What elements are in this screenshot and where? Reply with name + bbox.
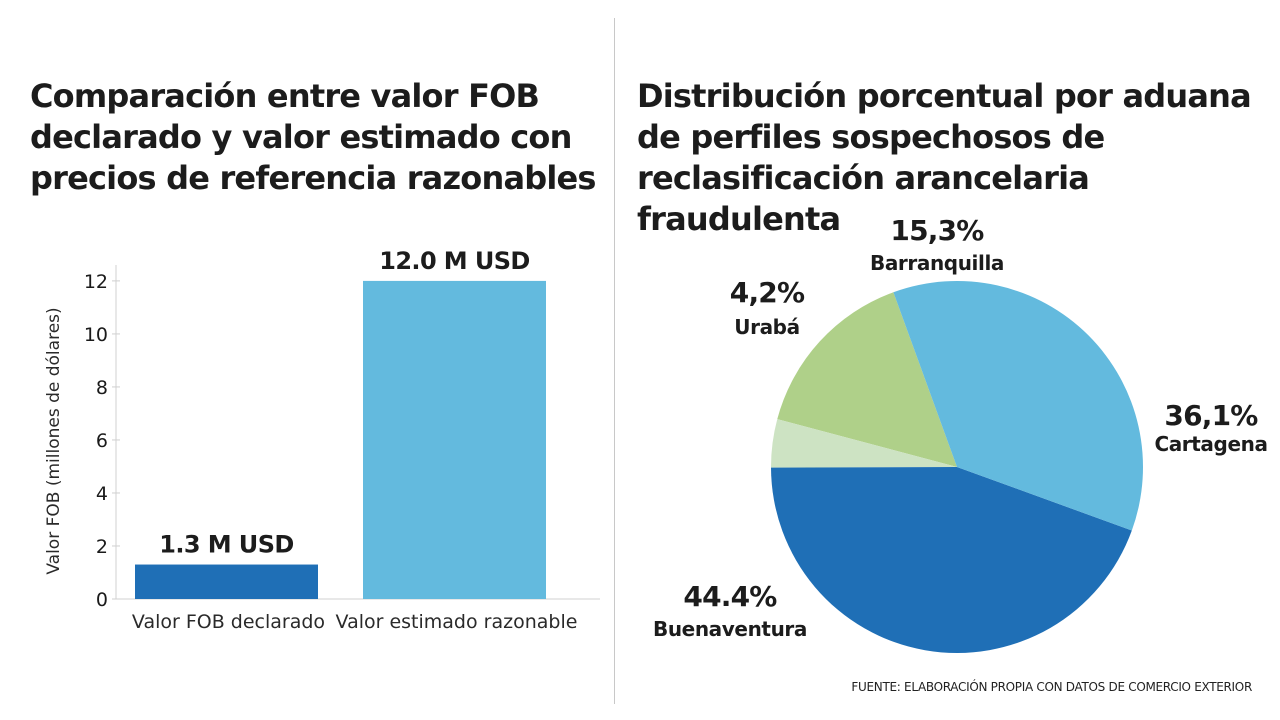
y-tick-label: 10 bbox=[84, 324, 108, 346]
pie-chart-labels: 15,3% Barranquilla 4,2% Urabá 44.4% Buenavent… bbox=[653, 214, 1268, 641]
pie-chart-title: Distribución porcentual por aduana de pe… bbox=[637, 77, 1252, 238]
y-axis-label: Valor FOB (millones de dólares) bbox=[44, 307, 64, 574]
pie-percent-label: 44.4% bbox=[683, 580, 777, 613]
pie-slice-uraba bbox=[771, 419, 957, 468]
bar-data-label: 12.0 M USD bbox=[379, 247, 530, 275]
pie-chart-slices bbox=[771, 281, 1143, 653]
pie-slice-cartagena bbox=[893, 281, 1143, 531]
pie-category-label: Cartagena bbox=[1154, 432, 1267, 456]
y-tick-label: 8 bbox=[96, 377, 108, 399]
pie-category-label: Urabá bbox=[734, 315, 799, 339]
bar-chart-title: Comparación entre valor FOB declarado y … bbox=[30, 77, 596, 197]
pie-percent-label: 15,3% bbox=[890, 214, 984, 247]
bar bbox=[363, 280, 546, 599]
y-tick-label: 12 bbox=[84, 271, 108, 293]
panel-divider bbox=[614, 18, 615, 704]
x-category-label: Valor FOB declarado bbox=[132, 611, 325, 633]
pie-slice-buenaventura bbox=[771, 467, 1132, 653]
bar-data-label: 1.3 M USD bbox=[159, 531, 293, 559]
x-category-label: Valor estimado razonable bbox=[336, 611, 578, 633]
pie-slice-barranquilla bbox=[777, 292, 957, 467]
bar-chart-marks: 1.3 M USD Valor FOB declarado 12.0 M USD Va… bbox=[132, 247, 578, 633]
source-note: FUENTE: ELABORACIÓN PROPIA CON DATOS DE … bbox=[851, 680, 1252, 694]
y-tick-label: 2 bbox=[96, 536, 108, 558]
y-tick-label: 6 bbox=[96, 430, 108, 452]
pie-percent-label: 4,2% bbox=[730, 276, 805, 309]
pie-category-label: Buenaventura bbox=[653, 617, 807, 641]
y-tick-label: 4 bbox=[96, 483, 108, 505]
pie-percent-label: 36,1% bbox=[1164, 399, 1258, 432]
pie-category-label: Barranquilla bbox=[870, 251, 1004, 275]
y-tick-label: 0 bbox=[96, 589, 108, 611]
bar bbox=[135, 564, 318, 599]
bar-chart: 0 2 4 6 8 10 12 1.3 M USD Valor FOB declarado 12… bbox=[44, 247, 600, 633]
